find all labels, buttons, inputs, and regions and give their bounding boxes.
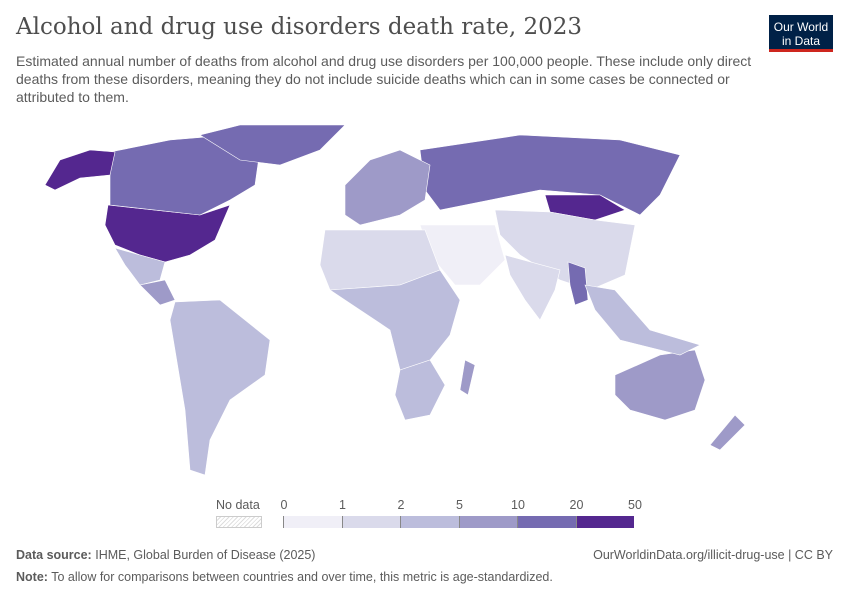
- legend-bin[interactable]: [341, 516, 400, 528]
- legend-tick: 1: [339, 498, 346, 512]
- note: Note: To allow for comparisons between c…: [16, 570, 553, 584]
- region-south-america[interactable]: [169, 299, 271, 476]
- region-greenland[interactable]: [199, 124, 346, 166]
- legend-bin[interactable]: [400, 516, 459, 528]
- chart-title: Alcohol and drug use disorders death rat…: [16, 14, 582, 40]
- region-canada[interactable]: [109, 134, 261, 216]
- region-new-zealand[interactable]: [709, 414, 746, 451]
- region-australia[interactable]: [614, 349, 706, 421]
- region-alaska[interactable]: [44, 149, 116, 191]
- source-url[interactable]: OurWorldinData.org/illicit-drug-use | CC…: [593, 548, 833, 562]
- world-map[interactable]: [0, 115, 850, 490]
- legend-tick: 10: [511, 498, 525, 512]
- legend-tick: 2: [397, 498, 405, 512]
- region-myanmar[interactable]: [567, 261, 589, 306]
- legend-tick: 5: [456, 498, 463, 512]
- region-india[interactable]: [504, 254, 561, 321]
- legend-bin[interactable]: [517, 516, 576, 528]
- region-europe[interactable]: [344, 149, 431, 226]
- region-sub-saharan-africa[interactable]: [329, 269, 461, 371]
- region-southern-africa[interactable]: [394, 359, 446, 421]
- region-central-america[interactable]: [139, 279, 176, 306]
- legend-bin[interactable]: [575, 516, 634, 528]
- legend-color-bar: [283, 516, 634, 528]
- region-russia[interactable]: [419, 134, 681, 216]
- region-mexico[interactable]: [114, 247, 166, 286]
- region-united-states[interactable]: [104, 204, 231, 263]
- chart-subtitle: Estimated annual number of deaths from a…: [16, 53, 752, 105]
- legend-bin[interactable]: [283, 516, 342, 528]
- region-mongolia[interactable]: [544, 194, 626, 221]
- legend-no-data-label: No data: [216, 498, 260, 512]
- owid-logo[interactable]: Our World in Data: [769, 15, 833, 52]
- legend-tick: 20: [569, 498, 584, 512]
- legend-no-data-swatch: [216, 516, 262, 528]
- legend-tick: 0: [280, 498, 288, 512]
- region-madagascar[interactable]: [459, 359, 476, 396]
- data-source: Data source: IHME, Global Burden of Dise…: [16, 548, 316, 562]
- region-china[interactable]: [494, 209, 636, 291]
- legend-bin[interactable]: [458, 516, 517, 528]
- legend-tick: 50: [628, 498, 642, 512]
- region-southeast-asia[interactable]: [584, 284, 701, 356]
